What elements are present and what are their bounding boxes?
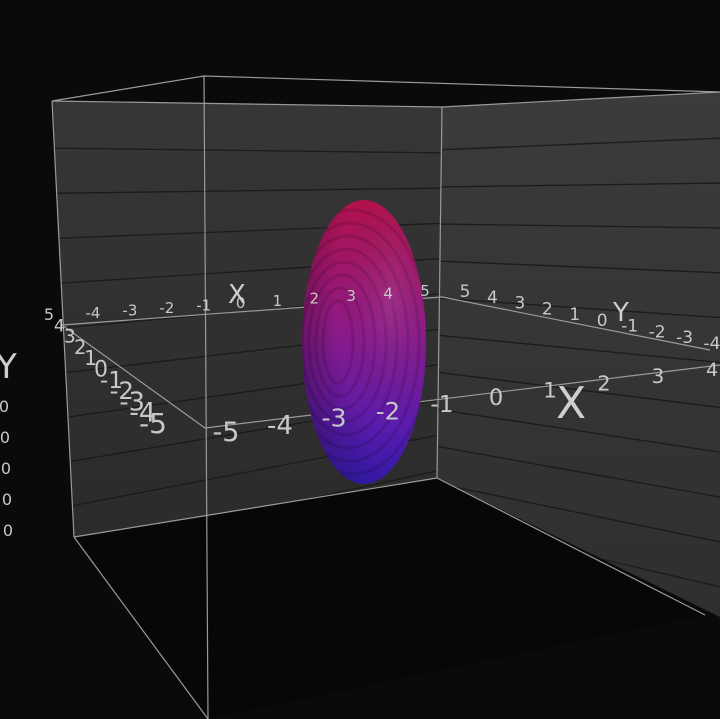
y-tick-label: -4 (704, 334, 720, 354)
y-tick-label: -1 (621, 317, 638, 337)
x-tick-label: -5 (213, 417, 240, 448)
x-axis-back-ticks: -4 -3 -2 -1 0 1 2 3 4 5 (86, 282, 430, 322)
x-tick-label: 1 (273, 292, 283, 310)
x-tick-label: 5 (420, 282, 430, 300)
x-tick-label: 0 (489, 385, 503, 411)
y-tick-label: -3 (676, 328, 693, 348)
x-tick-label: 4 (706, 359, 718, 381)
ellipsoid-surface (302, 200, 426, 484)
z-tick-label: 0 (3, 521, 13, 540)
y-axis-title-left: Y (0, 347, 17, 387)
y-tick-label: -2 (649, 322, 666, 342)
y-tick-label: 2 (74, 336, 86, 359)
y-tick-label: 4 (487, 288, 498, 308)
y-tick-label: 5 (44, 305, 54, 324)
z-tick-label: 0 (2, 490, 12, 509)
x-tick-label: 2 (597, 371, 610, 395)
z-tick-label: 0 (1, 459, 11, 478)
y-tick-label: 1 (569, 305, 580, 325)
x-tick-label: -4 (86, 304, 101, 322)
x-axis-title-back: X (228, 280, 246, 310)
y-tick-label: -5 (139, 407, 167, 440)
y-axis-title-right: Y (612, 298, 629, 328)
y-tick-label: 0 (94, 358, 108, 383)
z-axis-partial-ticks: 0 0 0 0 0 (0, 397, 13, 540)
x-tick-label: 3 (652, 365, 665, 388)
x-tick-label: -3 (122, 302, 137, 320)
y-tick-label: -4 (129, 398, 156, 429)
y-tick-label: 3 (514, 294, 525, 314)
y-axis-right-ticks: 5 4 3 2 1 0 -1 -2 -3 -4 (460, 282, 720, 354)
x-tick-label: -2 (159, 299, 174, 317)
bounding-box-edges (51, 75, 720, 719)
y-tick-label: 5 (460, 282, 471, 302)
x-axis-title-front: X (556, 378, 586, 429)
x-tick-label: -4 (267, 411, 293, 441)
z-tick-label: 0 (0, 397, 9, 416)
y-tick-label: -1 (100, 367, 123, 394)
x-tick-label: -2 (376, 396, 400, 425)
x-tick-label: -1 (196, 297, 211, 315)
x-axis-front-ticks: -5 -4 -3 -2 -1 0 1 2 3 4 (213, 359, 719, 448)
y-tick-label: 0 (597, 311, 608, 331)
x-tick-label: 3 (346, 287, 356, 305)
x-tick-label: 0 (236, 294, 246, 312)
y-tick-label: 3 (64, 327, 76, 348)
floor (74, 478, 705, 719)
x-tick-label: -3 (321, 404, 346, 433)
z-tick-label: 0 (0, 428, 10, 447)
x-tick-label: 1 (543, 379, 557, 404)
x-tick-label: -1 (430, 390, 453, 418)
y-tick-label: -3 (119, 387, 145, 417)
y-tick-label: 4 (54, 316, 65, 336)
x-tick-label: 2 (310, 289, 320, 307)
x-tick-label: 4 (383, 284, 393, 302)
axis-lines (61, 296, 720, 429)
y-tick-label: -2 (110, 376, 134, 405)
y-tick-label: 2 (542, 299, 553, 319)
y-tick-label: 1 (84, 346, 97, 370)
